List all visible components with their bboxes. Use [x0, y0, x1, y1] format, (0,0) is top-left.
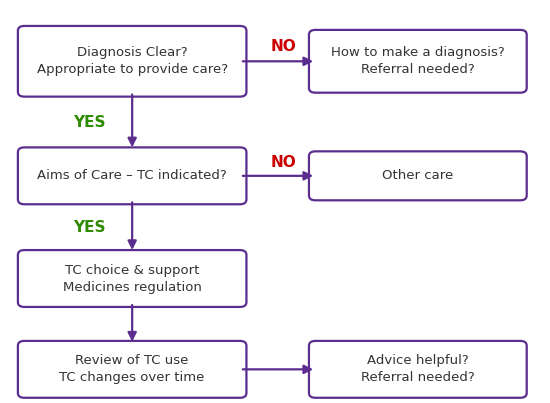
Text: TC choice & support
Medicines regulation: TC choice & support Medicines regulation — [63, 264, 202, 293]
Text: YES: YES — [73, 220, 105, 235]
Text: Diagnosis Clear?
Appropriate to provide care?: Diagnosis Clear? Appropriate to provide … — [37, 46, 228, 76]
FancyBboxPatch shape — [18, 341, 246, 398]
Text: Other care: Other care — [382, 169, 453, 182]
FancyBboxPatch shape — [309, 341, 527, 398]
FancyBboxPatch shape — [18, 250, 246, 307]
Text: Review of TC use
TC changes over time: Review of TC use TC changes over time — [59, 354, 205, 384]
FancyBboxPatch shape — [309, 152, 527, 200]
Text: Aims of Care – TC indicated?: Aims of Care – TC indicated? — [37, 169, 227, 182]
Text: NO: NO — [270, 154, 296, 170]
Text: NO: NO — [270, 39, 296, 54]
FancyBboxPatch shape — [309, 30, 527, 93]
Text: How to make a diagnosis?
Referral needed?: How to make a diagnosis? Referral needed… — [331, 46, 505, 76]
FancyBboxPatch shape — [18, 147, 246, 204]
FancyBboxPatch shape — [18, 26, 246, 97]
Text: YES: YES — [73, 115, 105, 130]
Text: Advice helpful?
Referral needed?: Advice helpful? Referral needed? — [361, 354, 475, 384]
